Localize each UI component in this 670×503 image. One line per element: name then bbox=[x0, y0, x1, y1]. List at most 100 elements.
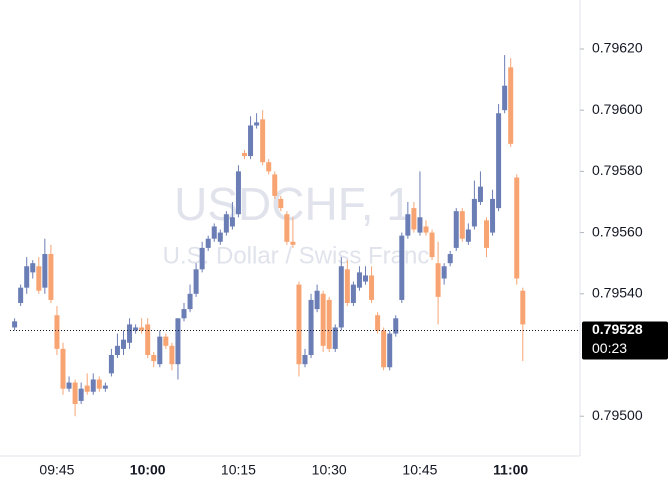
x-tick-label: 10:45 bbox=[402, 462, 437, 478]
candle bbox=[108, 348, 114, 377]
candle-body bbox=[254, 122, 260, 126]
candle-body bbox=[405, 214, 411, 236]
candle-body bbox=[369, 275, 375, 300]
candle-body bbox=[326, 299, 332, 349]
candle bbox=[36, 257, 42, 294]
candle bbox=[96, 376, 102, 392]
candle bbox=[332, 324, 338, 352]
candle-body bbox=[242, 153, 247, 157]
candle bbox=[399, 232, 405, 303]
candle bbox=[193, 263, 199, 297]
candle-body bbox=[381, 330, 387, 368]
candle bbox=[326, 296, 332, 352]
candle bbox=[151, 351, 157, 368]
candle bbox=[133, 324, 139, 334]
candle-body bbox=[205, 238, 211, 248]
candle bbox=[296, 281, 302, 377]
candle bbox=[453, 208, 459, 251]
candle-body bbox=[411, 208, 417, 230]
candle-body bbox=[429, 232, 435, 258]
candle-body bbox=[477, 186, 483, 202]
candle-body bbox=[332, 327, 338, 349]
candle bbox=[344, 260, 350, 307]
candle bbox=[375, 312, 381, 334]
candle-body bbox=[260, 119, 266, 163]
candle bbox=[284, 211, 290, 245]
candle bbox=[145, 318, 151, 359]
candle-body bbox=[96, 379, 102, 389]
candle-body bbox=[175, 318, 181, 365]
candle-body bbox=[157, 336, 163, 365]
candle-body bbox=[229, 217, 235, 227]
candle bbox=[387, 330, 393, 371]
candle bbox=[266, 159, 272, 175]
candle bbox=[484, 217, 489, 258]
candle-body bbox=[84, 385, 90, 392]
candle-body bbox=[514, 177, 520, 279]
candle bbox=[405, 201, 411, 239]
y-tick-label: 0.79620 bbox=[592, 40, 643, 56]
candle bbox=[308, 293, 314, 359]
candle bbox=[127, 318, 133, 349]
candle-body bbox=[290, 241, 296, 245]
candle bbox=[163, 333, 169, 349]
candle bbox=[465, 223, 471, 245]
candle-body bbox=[127, 324, 133, 343]
candle-body bbox=[465, 229, 471, 242]
candle-body bbox=[296, 284, 302, 365]
candle bbox=[520, 287, 526, 362]
candle bbox=[54, 306, 60, 356]
candle bbox=[229, 201, 235, 230]
candle bbox=[121, 330, 126, 356]
candle bbox=[181, 302, 187, 322]
candle-body bbox=[199, 247, 205, 270]
candle bbox=[187, 284, 193, 313]
candle-body bbox=[441, 266, 447, 279]
candle bbox=[350, 281, 356, 307]
x-tick-label: 10:30 bbox=[312, 462, 347, 478]
candle-body bbox=[193, 269, 199, 294]
candle-body bbox=[471, 198, 477, 227]
candle bbox=[102, 382, 108, 392]
candle-body bbox=[235, 171, 241, 215]
y-tick-label: 0.79560 bbox=[592, 223, 643, 239]
x-tick-label: 10:00 bbox=[130, 462, 166, 478]
candle bbox=[90, 373, 96, 395]
candle-body bbox=[18, 287, 24, 303]
candle-body bbox=[90, 379, 96, 392]
candle bbox=[175, 318, 181, 380]
candle-body bbox=[502, 85, 508, 111]
candle-body bbox=[181, 309, 187, 319]
candle bbox=[320, 290, 326, 352]
candle-body bbox=[66, 382, 72, 389]
candle-body bbox=[139, 327, 145, 331]
candle-body bbox=[48, 254, 54, 300]
candle bbox=[363, 266, 368, 285]
candle-body bbox=[417, 217, 423, 233]
countdown-label: 00:23 bbox=[592, 340, 627, 356]
candle-body bbox=[447, 254, 453, 264]
candle-body bbox=[187, 293, 193, 310]
candle bbox=[441, 263, 447, 285]
candle-body bbox=[363, 275, 368, 282]
candle-body bbox=[30, 263, 36, 273]
candle bbox=[84, 373, 90, 395]
candle-body bbox=[459, 211, 465, 239]
candle-body bbox=[356, 272, 362, 288]
candle-body bbox=[12, 321, 18, 328]
candle bbox=[423, 220, 429, 236]
candle-body bbox=[72, 382, 78, 404]
candle bbox=[248, 116, 254, 160]
candle bbox=[211, 223, 217, 242]
candle bbox=[78, 382, 84, 404]
candle bbox=[60, 342, 66, 395]
candle-body bbox=[36, 266, 42, 291]
candle bbox=[514, 174, 520, 285]
candle bbox=[508, 58, 514, 147]
candle bbox=[393, 315, 399, 337]
candle-body bbox=[453, 211, 459, 248]
candle bbox=[459, 208, 465, 242]
candle-body bbox=[387, 333, 393, 368]
candle-body bbox=[54, 315, 60, 349]
